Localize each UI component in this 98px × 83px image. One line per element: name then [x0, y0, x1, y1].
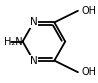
Text: N: N [30, 17, 37, 27]
Text: OH: OH [82, 67, 97, 77]
Text: OH: OH [82, 6, 97, 16]
Text: H₂N: H₂N [4, 37, 22, 46]
Text: N: N [30, 56, 37, 66]
